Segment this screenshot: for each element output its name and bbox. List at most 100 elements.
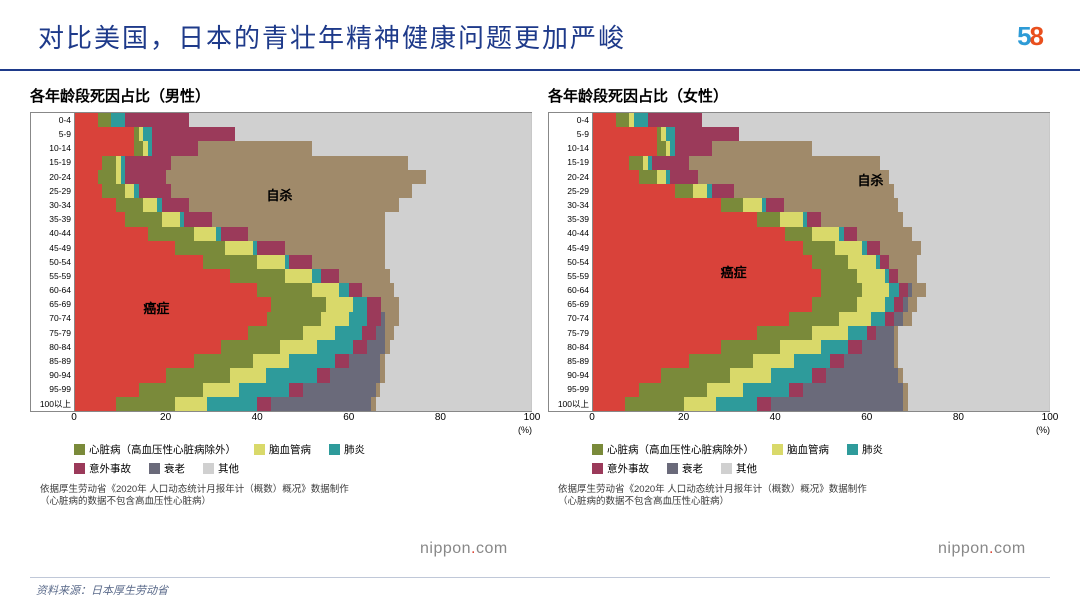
segment-senility	[330, 368, 380, 382]
segment-heart	[721, 198, 744, 212]
segment-accident	[152, 141, 198, 155]
segment-pneumonia	[848, 326, 866, 340]
segment-other	[380, 383, 530, 397]
segment-other	[917, 297, 1049, 311]
segment-cancer	[75, 354, 194, 368]
bar-row	[593, 312, 1049, 326]
legend-item-cerebro: 脑血管病	[254, 442, 311, 457]
segment-heart	[267, 312, 322, 326]
legend-swatch	[74, 463, 85, 474]
segment-other	[394, 283, 531, 297]
legend-swatch	[149, 463, 160, 474]
age-label: 75-79	[31, 326, 74, 340]
segment-suicide	[166, 170, 426, 184]
legend-swatch	[592, 463, 603, 474]
segment-heart	[248, 326, 303, 340]
segment-suicide	[784, 198, 898, 212]
segment-other	[921, 241, 1049, 255]
chart-male: 各年龄段死因占比（男性） 0-45-910-1415-1920-2425-293…	[30, 85, 532, 509]
age-label: 15-19	[549, 156, 592, 170]
segment-accident	[894, 297, 903, 311]
segment-accident	[349, 283, 363, 297]
segment-accident	[867, 326, 876, 340]
segment-suicide	[381, 297, 399, 311]
segment-accident	[139, 184, 171, 198]
bar-row	[75, 269, 531, 283]
legend-label: 心脏病（高血压性心脏病除外）	[89, 442, 236, 457]
legend-label: 意外事故	[89, 461, 131, 476]
segment-cancer	[593, 156, 629, 170]
segment-suicide	[698, 170, 890, 184]
segment-pneumonia	[335, 326, 362, 340]
bar-row	[593, 184, 1049, 198]
segment-cerebro	[125, 184, 134, 198]
segment-accident	[289, 383, 303, 397]
age-label: 95-99	[549, 383, 592, 397]
segment-suicide	[712, 141, 812, 155]
segment-accident	[335, 354, 349, 368]
segment-pneumonia	[349, 312, 367, 326]
segment-cerebro	[862, 283, 889, 297]
legend-label: 肺炎	[344, 442, 365, 457]
segment-cerebro	[203, 383, 239, 397]
segment-other	[385, 255, 531, 269]
age-label: 90-94	[31, 368, 74, 382]
segment-senility	[349, 354, 381, 368]
segment-cancer	[75, 113, 98, 127]
segment-accident	[844, 227, 858, 241]
segment-accident	[712, 184, 735, 198]
segment-heart	[803, 241, 835, 255]
legend-item-pneumonia: 肺炎	[329, 442, 365, 457]
source-note-female: 依据厚生劳动省《2020年 人口动态统计月报年计（概数）概况》数据制作（心脏病的…	[558, 484, 878, 509]
age-label: 25-29	[31, 184, 74, 198]
segment-pneumonia	[871, 312, 885, 326]
segment-heart	[257, 283, 312, 297]
segment-other	[898, 354, 1048, 368]
segment-cerebro	[321, 312, 348, 326]
segment-cancer	[593, 227, 785, 241]
legend-swatch	[74, 444, 85, 455]
bar-row	[75, 354, 531, 368]
x-axis-female: (%) 020406080100	[592, 412, 1050, 426]
segment-accident	[125, 156, 171, 170]
segment-accident	[885, 312, 894, 326]
bar-row	[593, 212, 1049, 226]
legend-item-heart: 心脏病（高血压性心脏病除外）	[74, 442, 236, 457]
age-label: 95-99	[31, 383, 74, 397]
chart-female: 各年龄段死因占比（女性） 0-45-910-1415-1920-2425-293…	[548, 85, 1050, 509]
segment-other	[385, 354, 531, 368]
segment-other	[399, 198, 531, 212]
age-label: 35-39	[31, 212, 74, 226]
bar-row	[75, 156, 531, 170]
segment-cerebro	[175, 397, 207, 411]
segment-cerebro	[812, 227, 839, 241]
charts-row: 各年龄段死因占比（男性） 0-45-910-1415-1920-2425-293…	[0, 71, 1080, 509]
nippon-logo: nippon.com	[420, 540, 508, 558]
segment-other	[390, 340, 531, 354]
age-label: 55-59	[31, 269, 74, 283]
legend-label: 心脏病（高血压性心脏病除外）	[607, 442, 754, 457]
segment-cerebro	[280, 340, 316, 354]
age-label: 80-84	[549, 340, 592, 354]
segment-senility	[367, 340, 385, 354]
segment-cerebro	[194, 227, 217, 241]
segment-accident	[125, 170, 166, 184]
segment-cancer	[593, 340, 721, 354]
segment-senility	[826, 368, 899, 382]
segment-heart	[139, 383, 203, 397]
age-label: 70-74	[549, 312, 592, 326]
segment-cancer	[75, 198, 116, 212]
segment-cancer	[593, 312, 789, 326]
chart-title-male: 各年龄段死因占比（男性）	[30, 85, 532, 106]
segment-cancer	[593, 383, 639, 397]
segment-cerebro	[857, 297, 884, 311]
segment-suicide	[285, 241, 385, 255]
segment-senility	[894, 312, 903, 326]
segment-cerebro	[257, 255, 284, 269]
segment-cerebro	[743, 198, 761, 212]
x-tick: 0	[589, 412, 595, 423]
bar-row	[75, 255, 531, 269]
segment-pneumonia	[353, 297, 367, 311]
segment-accident	[807, 212, 821, 226]
bar-row	[75, 227, 531, 241]
